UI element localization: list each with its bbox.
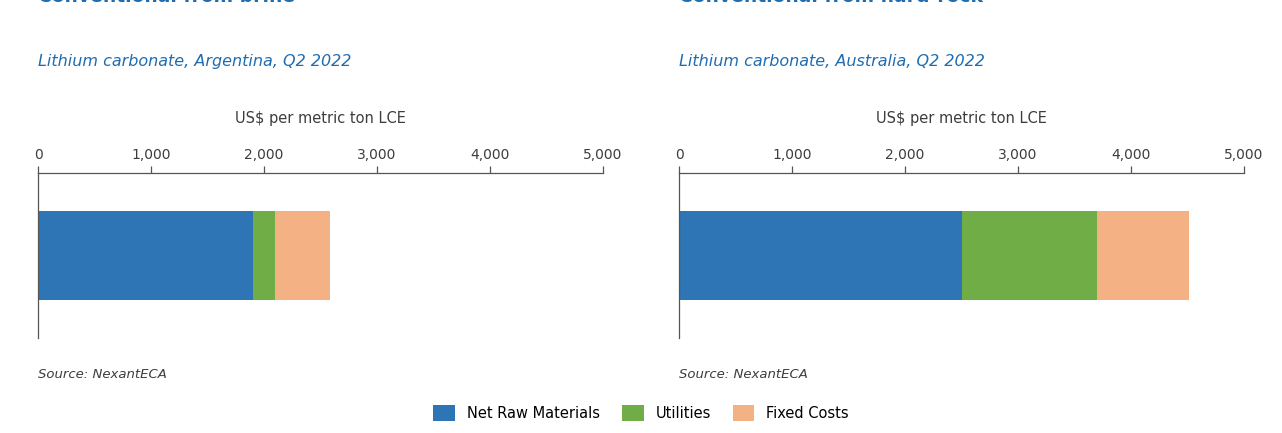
Text: Conventional from brine: Conventional from brine (38, 0, 296, 6)
Bar (1097, 210, 1190, 301)
Bar (253, 210, 276, 301)
Text: US$ per metric ton LCE: US$ per metric ton LCE (876, 110, 1047, 126)
Text: Conventional from hard-rock: Conventional from hard-rock (679, 0, 983, 6)
Text: Lithium carbonate, Australia, Q2 2022: Lithium carbonate, Australia, Q2 2022 (679, 54, 986, 69)
Bar (276, 210, 329, 301)
Text: Source: NexantECA: Source: NexantECA (38, 368, 168, 381)
Bar (962, 210, 1097, 301)
Text: Source: NexantECA: Source: NexantECA (679, 368, 809, 381)
Bar (38, 210, 253, 301)
Text: US$ per metric ton LCE: US$ per metric ton LCE (235, 110, 406, 126)
Text: Lithium carbonate, Argentina, Q2 2022: Lithium carbonate, Argentina, Q2 2022 (38, 54, 351, 69)
Bar (679, 210, 962, 301)
Legend: Net Raw Materials, Utilities, Fixed Costs: Net Raw Materials, Utilities, Fixed Cost… (433, 405, 849, 421)
